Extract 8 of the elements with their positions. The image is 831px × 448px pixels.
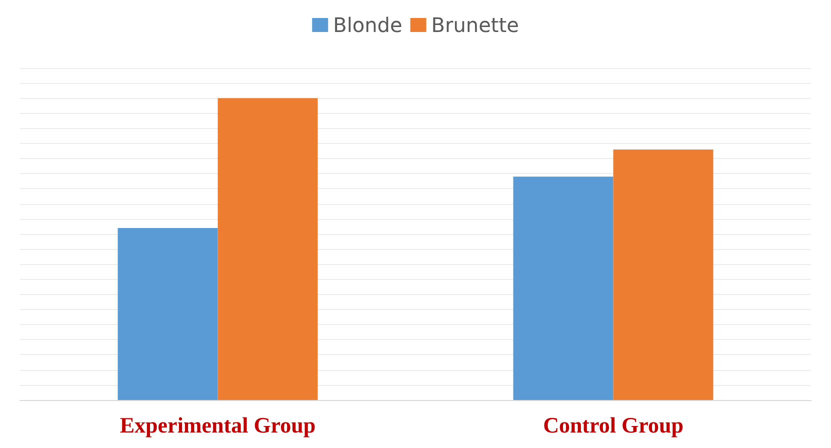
x-tick-label: Control Group [543, 412, 684, 438]
legend-label: Brunette [431, 13, 519, 37]
x-tick-label: Experimental Group [120, 412, 316, 438]
legend-label: Blonde [333, 13, 402, 37]
bar [118, 228, 218, 400]
bar [513, 176, 614, 400]
bar [613, 149, 714, 400]
bar [218, 98, 318, 400]
